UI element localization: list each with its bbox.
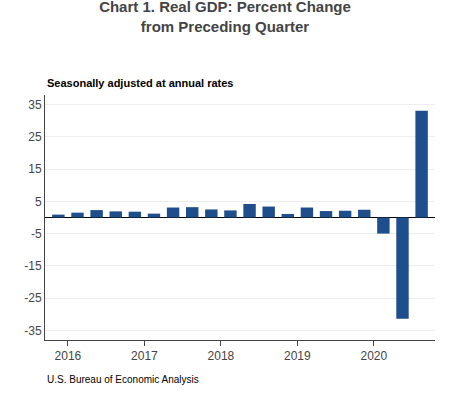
svg-text:15: 15 <box>28 162 42 176</box>
svg-text:2018: 2018 <box>208 349 235 363</box>
svg-text:-15: -15 <box>24 259 42 273</box>
svg-text:35: 35 <box>28 98 42 112</box>
svg-text:U.S. Bureau of Economic Analys: U.S. Bureau of Economic Analysis <box>47 374 199 385</box>
svg-text:Seasonally adjusted at annual: Seasonally adjusted at annual rates <box>47 77 233 89</box>
svg-text:-5: -5 <box>31 227 42 241</box>
svg-text:5: 5 <box>35 195 42 209</box>
svg-text:2016: 2016 <box>55 349 82 363</box>
svg-text:2019: 2019 <box>284 349 311 363</box>
svg-text:25: 25 <box>28 130 42 144</box>
svg-text:2020: 2020 <box>360 349 387 363</box>
svg-text:-25: -25 <box>24 291 42 305</box>
svg-text:-35: -35 <box>24 324 42 338</box>
svg-text:2017: 2017 <box>131 349 158 363</box>
svg-text:Chart 1. Real GDP: Percent Cha: Chart 1. Real GDP: Percent Changefrom Pr… <box>99 0 351 35</box>
